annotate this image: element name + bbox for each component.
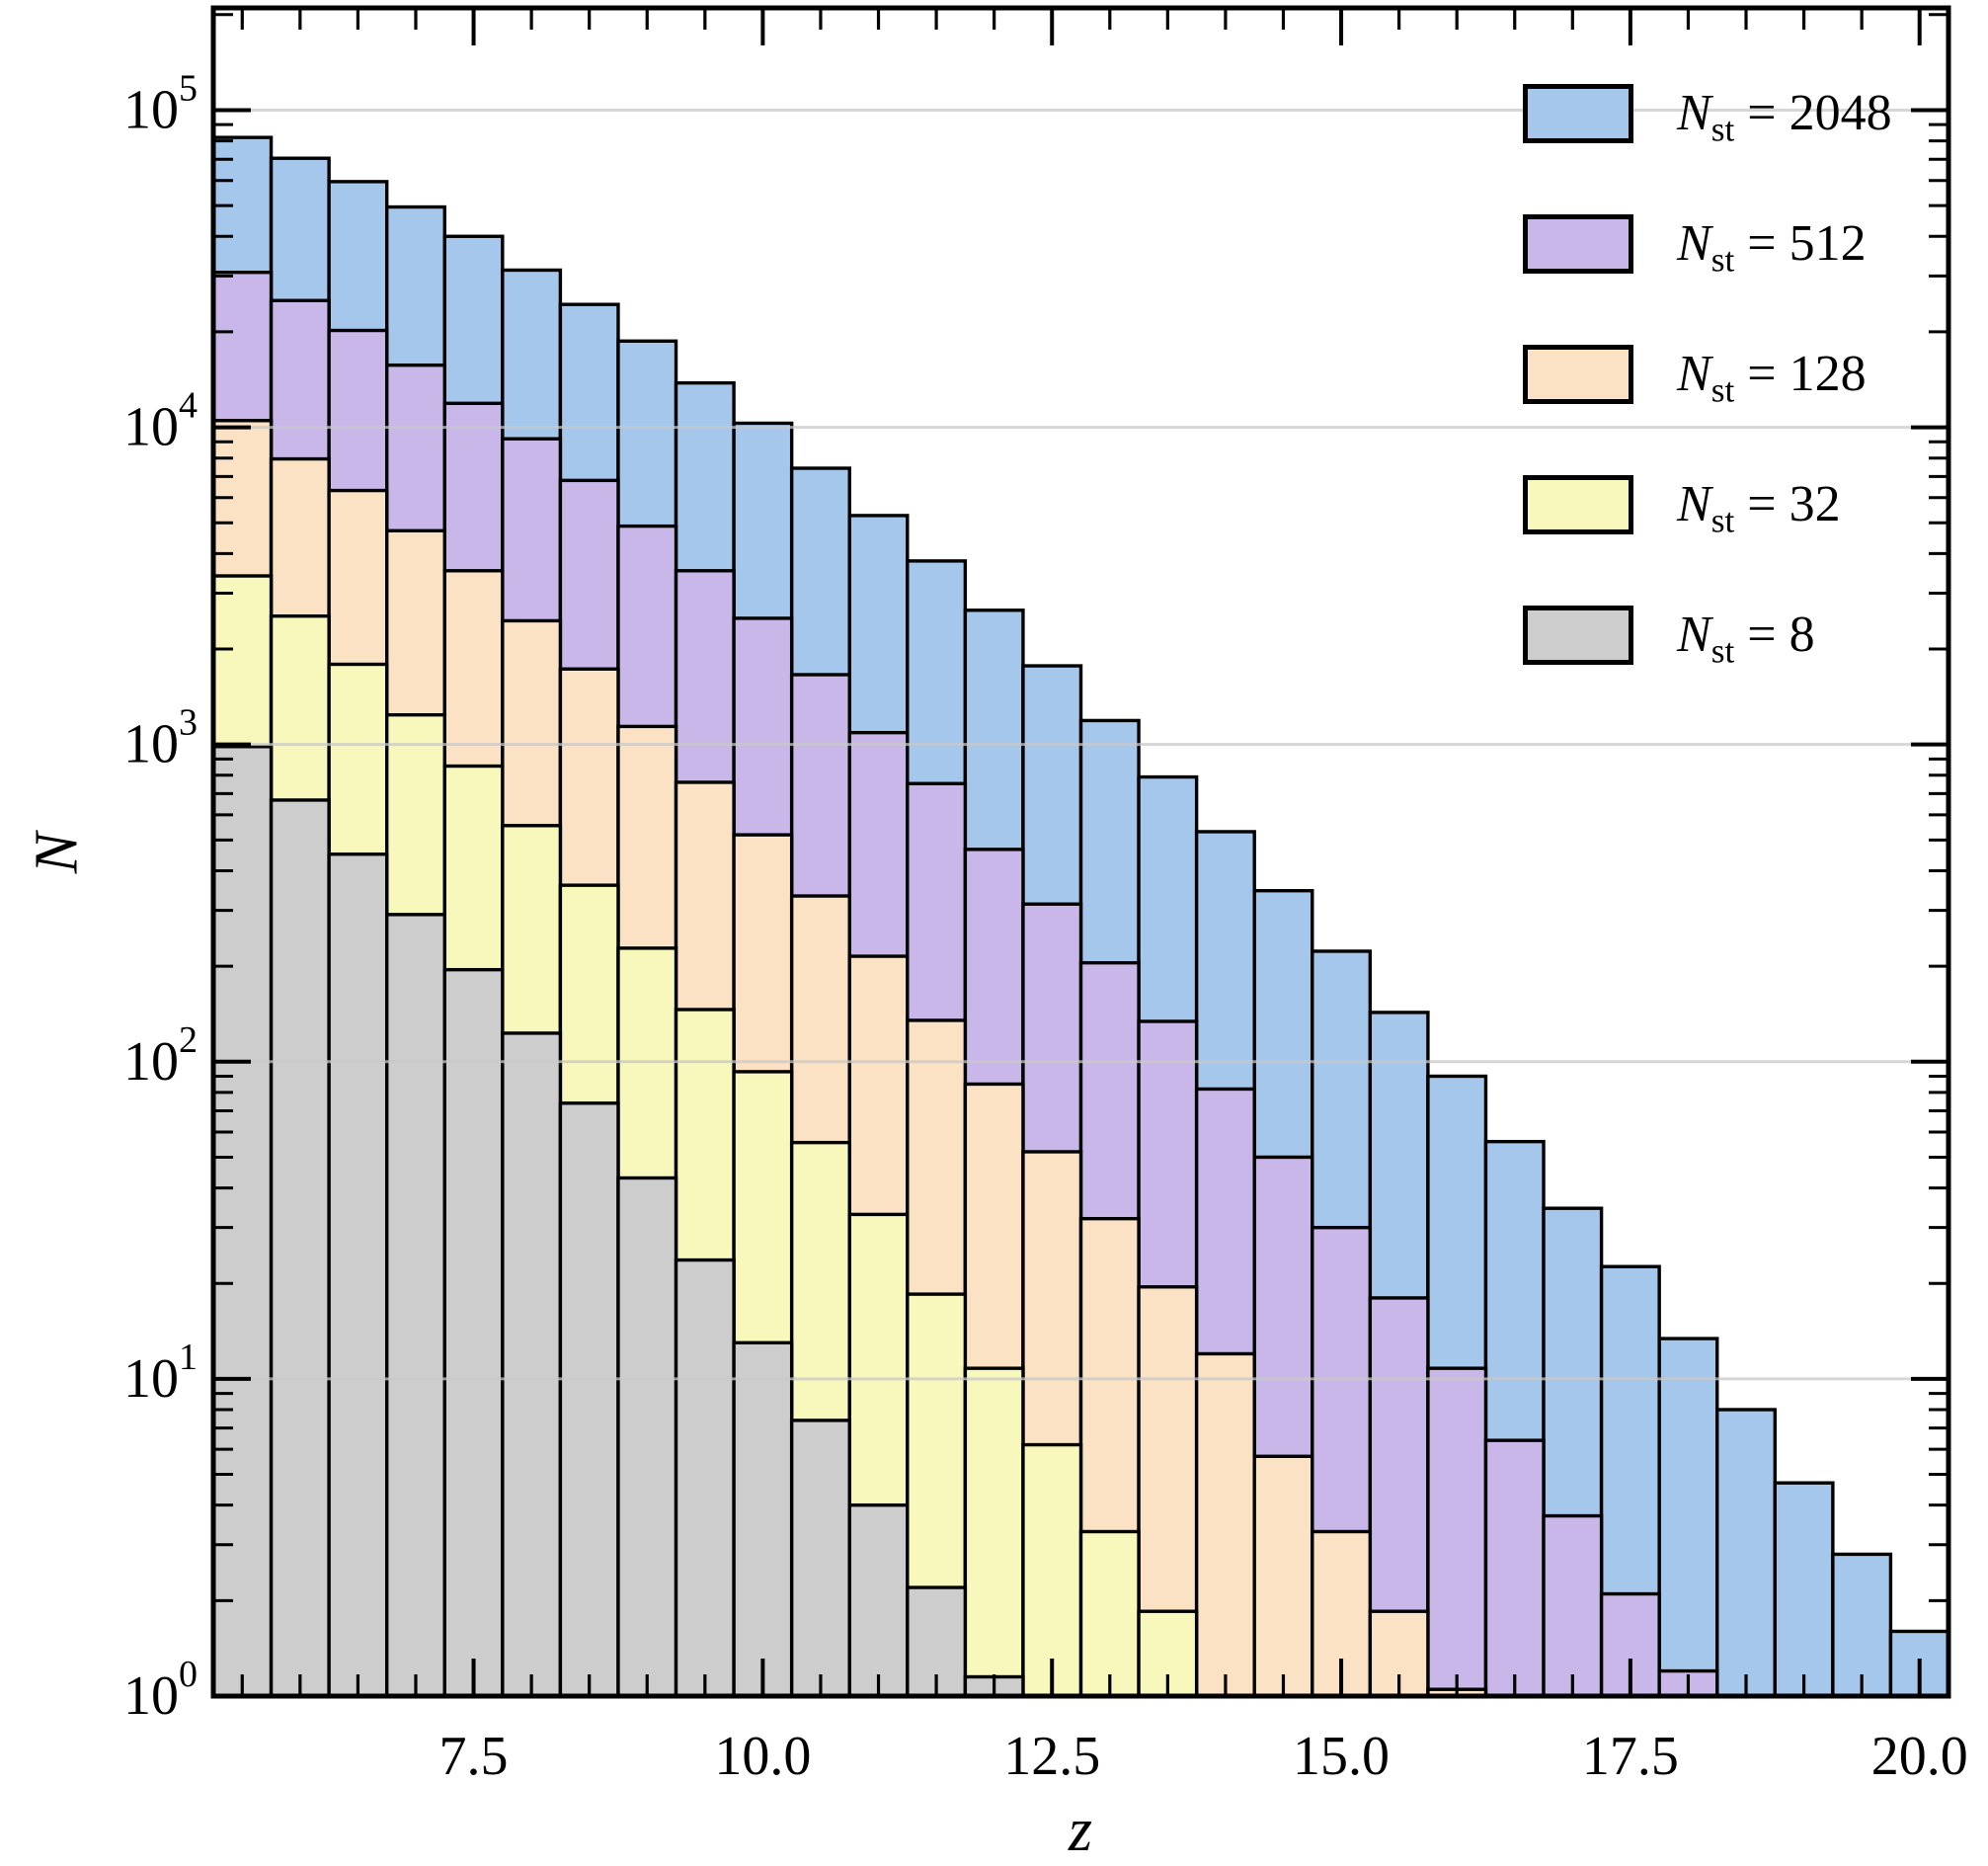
bar-Nst-32 (963, 1366, 1025, 1698)
bar-Nst-8 (501, 1031, 563, 1698)
x-tick-label: 10.0 (714, 1726, 811, 1787)
legend-item-Nst-2048: Nst = 2048 (1523, 81, 1892, 146)
y-tick-label: 103 (123, 702, 198, 775)
plot-border (210, 5, 1951, 1699)
y-tick-label: 105 (123, 67, 198, 140)
x-axis-label: z (1068, 1797, 1093, 1864)
bar-Nst-8 (847, 1502, 910, 1698)
bar-Nst-8 (327, 852, 389, 1698)
bar-Nst-2048 (1773, 1481, 1835, 1698)
legend-item-Nst-8: Nst = 8 (1523, 603, 1892, 668)
bar-Nst-32 (1078, 1529, 1141, 1698)
bar-Nst-8 (558, 1101, 620, 1698)
x-tick-label: 15.0 (1293, 1726, 1390, 1787)
x-tick-label: 17.5 (1582, 1726, 1679, 1787)
bar-Nst-8 (674, 1258, 736, 1698)
bar-Nst-8 (269, 798, 331, 1698)
legend-item-Nst-128: Nst = 128 (1523, 342, 1892, 407)
x-tick-label: 12.5 (1003, 1726, 1100, 1787)
legend-label-Nst-512: Nst = 512 (1677, 215, 1867, 280)
bar-Nst-8 (732, 1340, 794, 1698)
bar-Nst-8 (211, 745, 274, 1698)
bar-Nst-512 (1426, 1366, 1488, 1698)
bar-Nst-32 (1021, 1442, 1083, 1698)
bar-Nst-8 (616, 1176, 678, 1698)
legend-item-Nst-32: Nst = 32 (1523, 472, 1892, 537)
bar-Nst-512 (1542, 1513, 1604, 1698)
legend-swatch-Nst-128 (1523, 345, 1633, 404)
bar-Nst-8 (442, 967, 505, 1698)
y-tick-label: 104 (123, 385, 198, 458)
bar-Nst-2048 (1657, 1337, 1719, 1698)
legend-label-Nst-128: Nst = 128 (1677, 346, 1867, 410)
bar-Nst-128 (1252, 1454, 1314, 1698)
legend-swatch-Nst-512 (1523, 214, 1633, 274)
bar-Nst-2048 (1715, 1408, 1777, 1698)
legend-swatch-Nst-8 (1523, 606, 1633, 665)
legend-swatch-Nst-2048 (1523, 84, 1633, 143)
y-axis-label: N (23, 832, 91, 874)
legend-item-Nst-512: Nst = 512 (1523, 211, 1892, 277)
bar-Nst-8 (789, 1419, 851, 1698)
legend-label-Nst-8: Nst = 8 (1677, 607, 1815, 671)
bar-Nst-512 (1483, 1438, 1546, 1698)
x-tick-label: 20.0 (1871, 1726, 1968, 1787)
y-tick-label: 100 (123, 1654, 198, 1727)
x-tick-label: 7.5 (439, 1726, 509, 1787)
y-tick-label: 102 (123, 1019, 198, 1093)
bar-Nst-2048 (1831, 1552, 1893, 1698)
legend-label-Nst-32: Nst = 32 (1677, 476, 1841, 540)
y-tick-label: 101 (123, 1337, 198, 1410)
legend-label-Nst-2048: Nst = 2048 (1677, 85, 1892, 149)
legend-swatch-Nst-32 (1523, 475, 1633, 534)
bar-Nst-8 (385, 913, 446, 1698)
bar-Nst-128 (1194, 1351, 1256, 1698)
legend: Nst = 2048 Nst = 512 Nst = 128 Nst = 32 Nst … (1523, 81, 1892, 733)
